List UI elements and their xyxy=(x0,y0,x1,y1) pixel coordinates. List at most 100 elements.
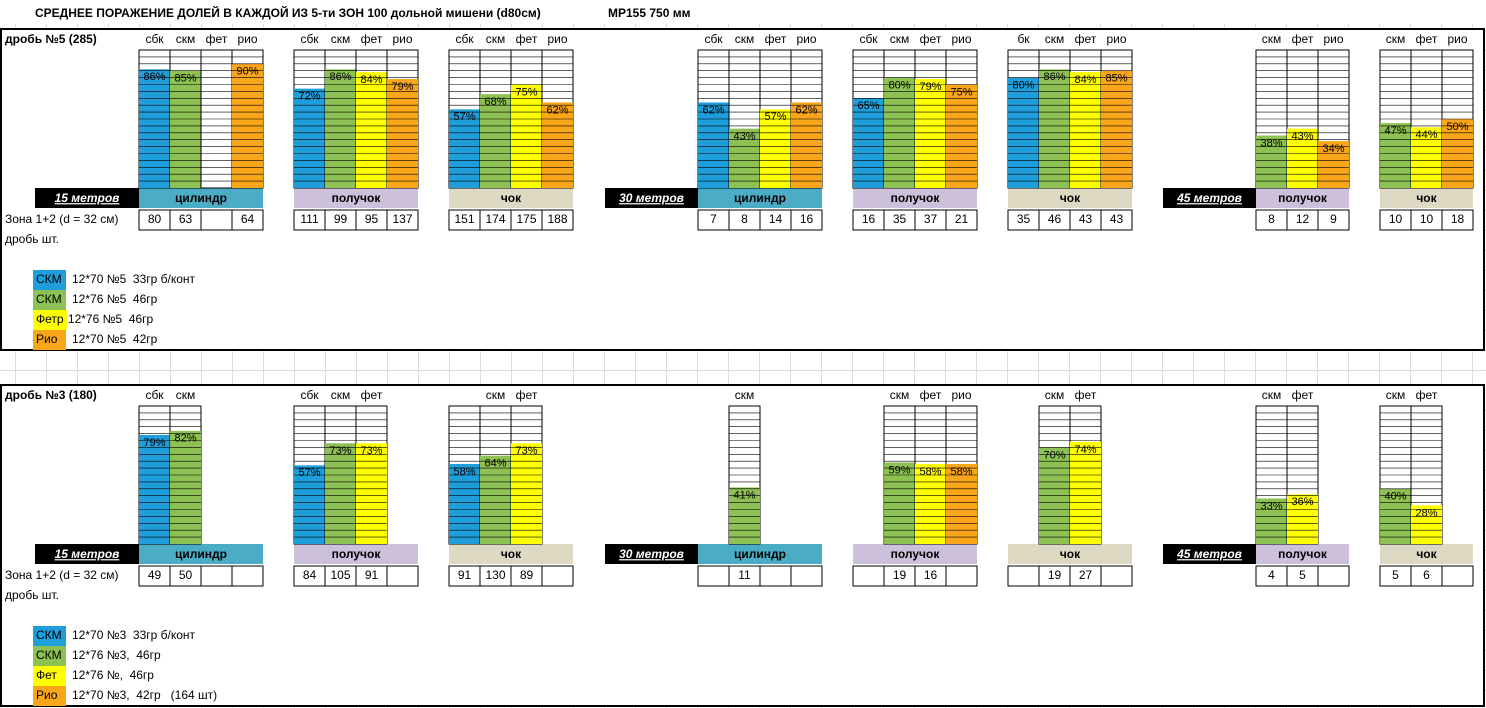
legend-swatch xyxy=(33,330,66,350)
count-value: 8 xyxy=(741,212,748,226)
value-label: 50% xyxy=(1446,121,1468,133)
value-label: 33% xyxy=(1260,500,1282,512)
bar xyxy=(325,443,356,544)
column-header: рио xyxy=(1447,32,1467,46)
count-value: 19 xyxy=(893,568,907,582)
column-header: сбк xyxy=(704,32,723,46)
count-value: 80 xyxy=(148,212,162,226)
count-value: 63 xyxy=(179,212,193,226)
count-value: 175 xyxy=(516,212,536,226)
count-value: 19 xyxy=(1048,568,1062,582)
bar xyxy=(139,434,170,544)
bar xyxy=(1101,70,1132,188)
column-header: фет xyxy=(920,388,942,402)
count-value: 89 xyxy=(520,568,534,582)
value-label: 58% xyxy=(919,466,941,478)
legend-swatch xyxy=(33,290,66,310)
column-header: сбк xyxy=(145,388,164,402)
bar xyxy=(1256,135,1287,188)
column-header: скм xyxy=(1045,388,1065,402)
legend-label: Фетр xyxy=(36,312,64,326)
column-header: скм xyxy=(890,388,910,402)
count-value: 95 xyxy=(365,212,379,226)
value-label: 75% xyxy=(515,86,537,98)
bar xyxy=(1318,141,1349,188)
choke-label: получок xyxy=(891,191,941,205)
choke-box xyxy=(139,188,263,208)
value-label: 73% xyxy=(360,445,382,457)
column-header: рио xyxy=(1106,32,1126,46)
bar xyxy=(853,98,884,188)
choke-box xyxy=(1256,188,1349,208)
count-cell xyxy=(697,565,730,587)
count-value: 91 xyxy=(365,568,379,582)
column-header: скм xyxy=(1386,32,1406,46)
legend-label: СКМ xyxy=(36,292,62,306)
bar xyxy=(356,72,387,188)
choke-label: чок xyxy=(1416,191,1437,205)
legend-swatch xyxy=(33,310,67,330)
choke-box xyxy=(1380,188,1473,208)
column-header: скм xyxy=(735,32,755,46)
column-header: скм xyxy=(331,388,351,402)
value-label: 79% xyxy=(391,81,413,93)
column-header: рио xyxy=(237,32,257,46)
column-header: фет xyxy=(516,388,538,402)
legend-text: 12*76 №3, 46гр xyxy=(72,648,161,662)
column-header: сбк xyxy=(300,388,319,402)
count-cell xyxy=(386,565,419,587)
count-value: 84 xyxy=(303,568,317,582)
column-header: сбк xyxy=(300,32,319,46)
column-header: фет xyxy=(1292,32,1314,46)
bar xyxy=(946,463,977,544)
value-label: 38% xyxy=(1260,137,1282,149)
column-header: скм xyxy=(1045,32,1065,46)
legend-text: 12*70 №5 33гр б/конт xyxy=(72,272,196,286)
distance-box xyxy=(1163,188,1256,208)
column-header: рио xyxy=(1323,32,1343,46)
column-header: сбк xyxy=(145,32,164,46)
value-label: 36% xyxy=(1291,496,1313,508)
value-label: 90% xyxy=(236,66,258,78)
value-label: 62% xyxy=(546,104,568,116)
count-value: 8 xyxy=(1268,212,1275,226)
section-title: дробь №5 (285) xyxy=(5,32,97,46)
legend-text: 12*76 №5 46гр xyxy=(68,312,154,326)
value-label: 43% xyxy=(733,131,755,143)
legend-swatch xyxy=(33,686,66,706)
value-label: 79% xyxy=(143,437,165,449)
value-label: 43% xyxy=(1291,131,1313,143)
choke-label: цилиндр xyxy=(734,191,786,205)
count-cell xyxy=(1317,565,1350,587)
bar xyxy=(1070,441,1101,544)
value-label: 62% xyxy=(702,104,724,116)
choke-box xyxy=(294,544,418,564)
value-label: 86% xyxy=(1043,71,1065,83)
column-header: фет xyxy=(765,32,787,46)
choke-box xyxy=(1256,544,1349,564)
bar xyxy=(1411,505,1442,544)
count-cell xyxy=(1007,565,1040,587)
count-value: 64 xyxy=(241,212,255,226)
count-value: 43 xyxy=(1079,212,1093,226)
value-label: 57% xyxy=(764,111,786,123)
choke-box xyxy=(294,188,418,208)
value-label: 58% xyxy=(950,466,972,478)
column-header: рио xyxy=(796,32,816,46)
bar xyxy=(170,70,201,188)
count-value: 188 xyxy=(547,212,567,226)
column-header: скм xyxy=(735,388,755,402)
choke-box xyxy=(1008,188,1132,208)
value-label: 72% xyxy=(298,91,320,103)
count-value: 151 xyxy=(454,212,474,226)
count-label: дробь шт. xyxy=(5,232,59,246)
count-value: 16 xyxy=(924,568,938,582)
column-header: фет xyxy=(361,32,383,46)
bar xyxy=(325,69,356,188)
choke-label: получок xyxy=(332,547,382,561)
count-value: 49 xyxy=(148,568,162,582)
count-cell xyxy=(541,565,574,587)
column-header: скм xyxy=(176,32,196,46)
value-label: 74% xyxy=(1074,444,1096,456)
distance-label: 30 метров xyxy=(619,547,684,561)
